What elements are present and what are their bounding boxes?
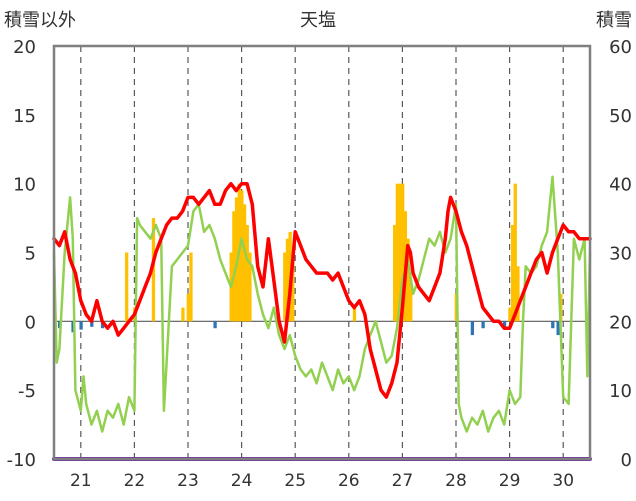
y-left-tick-label: 5 xyxy=(25,244,36,265)
y-right-tick-label: 30 xyxy=(609,244,632,265)
precipitation-bar xyxy=(508,307,512,322)
x-tick-label: 30 xyxy=(552,471,574,491)
y-left-tick-label: -10 xyxy=(7,450,36,471)
negative_bars-bar xyxy=(502,321,507,329)
precipitation-bar xyxy=(189,252,193,322)
precipitation-bar xyxy=(352,307,357,322)
y-right-tick-label: 0 xyxy=(621,450,632,471)
y-left-tick-label: 20 xyxy=(13,37,36,58)
y-left-tick-label: 0 xyxy=(25,312,36,333)
negative_bars-bar xyxy=(79,321,83,330)
negative_bars-bar xyxy=(470,321,475,336)
y-right-tick-label: 50 xyxy=(609,106,632,127)
precipitation-bar xyxy=(516,266,520,322)
precipitation-bar xyxy=(283,252,287,322)
precipitation-bar xyxy=(240,190,244,322)
negative_bars-bar xyxy=(90,321,94,327)
chart-title: 天塩 xyxy=(300,10,336,31)
negative_bars-bar xyxy=(213,321,217,329)
right-axis-title: 積雪 xyxy=(596,10,632,31)
x-tick-label: 29 xyxy=(499,471,521,491)
plot-frame xyxy=(52,44,592,461)
negative_bars-bar xyxy=(481,321,485,329)
negative_bars-bar xyxy=(556,321,560,336)
precipitation-bar xyxy=(291,252,295,322)
precipitation-bar xyxy=(242,204,247,322)
y-right-tick-label: 10 xyxy=(609,381,632,402)
x-tick-label: 26 xyxy=(338,471,360,491)
x-tick-label: 21 xyxy=(70,471,92,491)
precipitation-bar xyxy=(409,280,413,322)
precipitation-bar xyxy=(232,211,236,322)
precipitation-bar xyxy=(125,252,129,322)
negative_bars-bar xyxy=(71,321,75,333)
axes-layer: 21 22 23 24 25 26 27 28 29 3020151050-5-106050403… xyxy=(7,37,632,491)
y-right-tick-label: 60 xyxy=(609,37,632,58)
humidity_like-line xyxy=(52,175,592,433)
y-left-tick-label: 10 xyxy=(13,175,36,196)
negative_bars-bar xyxy=(551,321,555,329)
precipitation-bar xyxy=(510,224,515,322)
precipitation-bar xyxy=(513,183,517,322)
y-left-tick-label: 15 xyxy=(13,106,36,127)
precipitation-bar xyxy=(181,307,185,322)
precipitation-bar xyxy=(248,252,252,322)
negative_bars-bar xyxy=(100,321,105,329)
x-tick-label: 24 xyxy=(231,471,253,491)
x-tick-label: 22 xyxy=(124,471,146,491)
y-left-tick-label: -5 xyxy=(18,381,36,402)
x-tick-label: 25 xyxy=(284,471,306,491)
y-right-tick-label: 20 xyxy=(609,312,632,333)
x-tick-label: 28 xyxy=(445,471,467,491)
precipitation-bar xyxy=(395,183,399,322)
precipitation-bar xyxy=(401,183,405,322)
precipitation-bar xyxy=(285,238,290,322)
precipitation-bar xyxy=(393,224,397,322)
precipitation-bar xyxy=(245,224,249,322)
left-axis-title: 積雪以外 xyxy=(4,10,76,31)
precipitation-bar xyxy=(398,183,402,322)
x-tick-label: 23 xyxy=(177,471,199,491)
bars-layer xyxy=(58,183,563,336)
precipitation-bar xyxy=(406,238,410,322)
x-tick-label: 27 xyxy=(392,471,414,491)
precipitation-bar xyxy=(151,218,156,322)
y-right-tick-label: 40 xyxy=(609,175,632,196)
precipitation-bar xyxy=(186,293,190,322)
temperature-line xyxy=(52,181,592,399)
